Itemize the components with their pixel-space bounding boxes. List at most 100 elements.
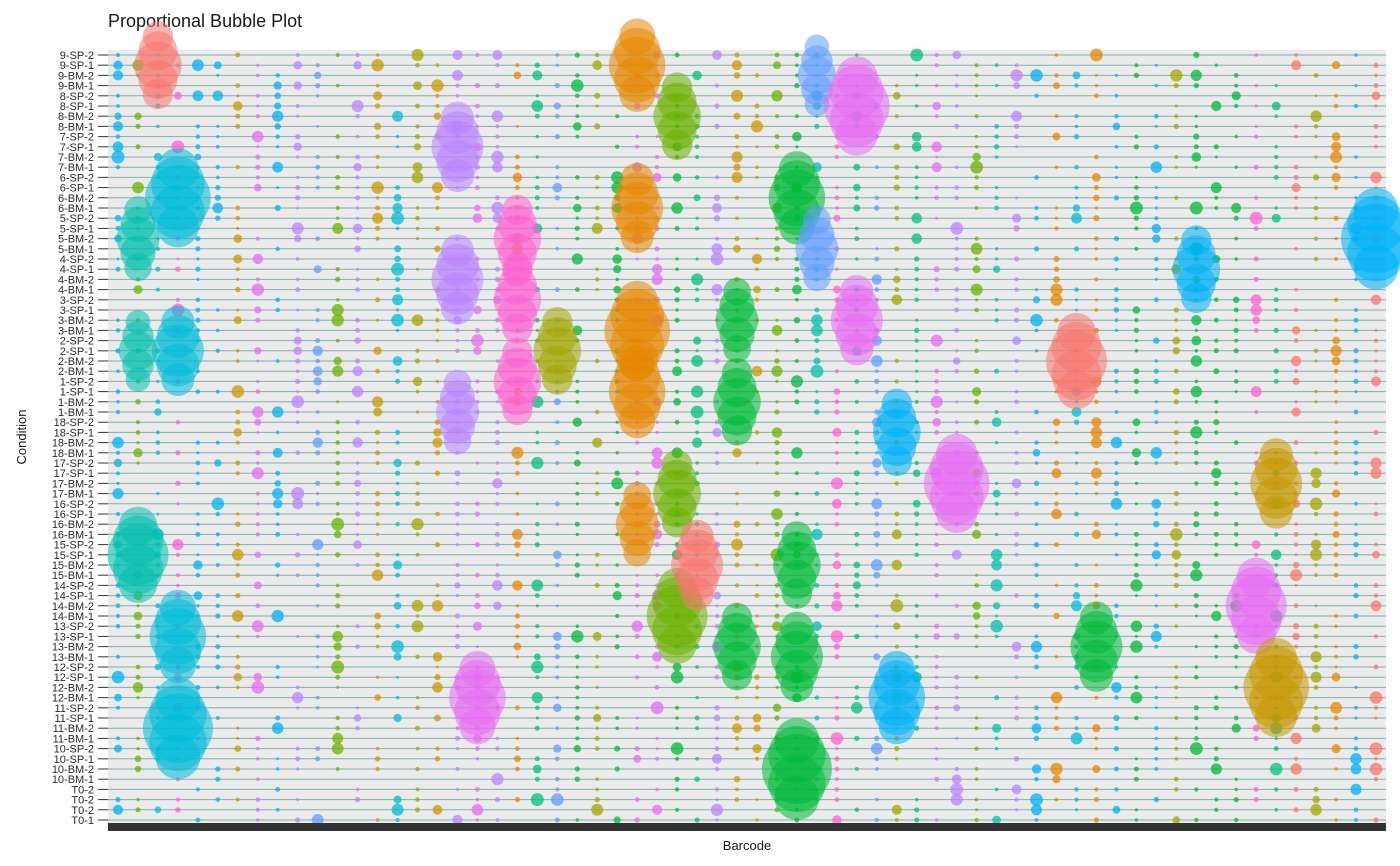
bubble-mark xyxy=(514,613,521,619)
bubble-mark xyxy=(374,756,381,762)
bubble-mark xyxy=(275,562,281,568)
bubble-mark xyxy=(1013,225,1020,232)
bubble-mark xyxy=(915,73,919,77)
bubble-mark xyxy=(1274,736,1278,741)
bubble-mark xyxy=(994,63,999,68)
bubble-mark xyxy=(672,173,682,182)
bubble-mark xyxy=(1174,757,1179,761)
bubble-mark xyxy=(1134,460,1139,466)
bubble-mark xyxy=(495,491,500,496)
bubble-mark xyxy=(1133,766,1139,772)
bubble-mark xyxy=(475,389,480,394)
bubble-mark xyxy=(1374,104,1378,108)
bubble-mark xyxy=(455,633,460,639)
y-tick-label: 7-BM-1 xyxy=(58,162,94,174)
bubble-mark xyxy=(914,655,919,659)
bubble-mark xyxy=(335,205,340,211)
bubble-mark xyxy=(1194,328,1198,332)
bubble-mark xyxy=(471,804,484,816)
bubble-mark xyxy=(1174,328,1179,333)
bubble-mark xyxy=(934,114,939,119)
bubble-mark xyxy=(651,447,663,459)
bubble-mark xyxy=(750,120,764,133)
bubble-mark xyxy=(115,593,121,598)
bubble-mark xyxy=(415,501,420,507)
bubble-mark xyxy=(1173,521,1179,527)
bubble-mark xyxy=(1031,764,1042,774)
bubble-mark xyxy=(1290,732,1302,745)
bubble-mark xyxy=(415,614,420,618)
bubble-mark xyxy=(692,437,703,448)
bubble-mark xyxy=(1173,307,1179,313)
bubble-mark xyxy=(1153,337,1160,344)
bubble-mark xyxy=(1054,114,1059,119)
bubble-mark xyxy=(811,528,823,541)
bubble-mark xyxy=(835,441,839,445)
bubble-mark xyxy=(894,818,899,822)
bubble-mark xyxy=(1234,103,1239,109)
bubble-mark xyxy=(1114,613,1119,619)
bubble-mark xyxy=(1250,386,1262,398)
bubble-mark xyxy=(875,624,879,628)
bubble-mark xyxy=(475,757,480,761)
bubble-mark xyxy=(734,797,740,802)
bubble-mark xyxy=(1214,542,1219,547)
bubble-mark xyxy=(854,195,859,200)
bubble-mark xyxy=(673,286,681,293)
bubble-mark xyxy=(112,488,124,500)
bubble-mark xyxy=(355,532,360,537)
bubble-mark xyxy=(655,420,659,424)
bubble-mark xyxy=(835,695,839,700)
bubble-mark xyxy=(415,787,420,792)
bubble-mark xyxy=(554,562,560,568)
bubble-mark xyxy=(475,572,480,578)
bubble-mark xyxy=(1211,468,1222,479)
bubble-mark xyxy=(294,235,302,243)
bubble-mark xyxy=(193,591,203,600)
bubble-mark xyxy=(1010,69,1023,82)
bubble-mark xyxy=(851,702,863,714)
bubble-mark xyxy=(575,451,580,455)
bubble-mark xyxy=(236,736,240,741)
bubble-mark xyxy=(914,338,919,343)
bubble-mark xyxy=(135,674,141,680)
bubble-mark xyxy=(834,144,840,150)
bubble-mark xyxy=(232,610,244,622)
bubble-mark xyxy=(712,50,722,60)
bubble-mark xyxy=(1134,502,1138,506)
bubble-mark xyxy=(136,747,140,751)
bubble-mark xyxy=(755,695,759,700)
bubble-mark xyxy=(235,52,241,58)
bubble-mark xyxy=(1194,726,1199,730)
bubble-mark xyxy=(1293,756,1299,761)
bubble-mark xyxy=(115,328,121,333)
bubble-mark xyxy=(335,501,340,506)
bubble-mark xyxy=(194,153,202,161)
bubble-mark xyxy=(894,644,899,649)
bubble-mark xyxy=(950,793,963,806)
bubble-mark xyxy=(1057,370,1096,410)
bubble-mark xyxy=(255,807,260,812)
bubble-mark xyxy=(1014,797,1019,802)
bubble-mark xyxy=(375,644,380,649)
bubble-mark xyxy=(256,461,260,465)
bubble-mark xyxy=(236,726,240,730)
bubble-mark xyxy=(731,151,743,163)
bubble-mark xyxy=(955,736,959,740)
bubble-mark xyxy=(771,90,783,102)
bubble-mark xyxy=(874,389,879,394)
bubble-mark xyxy=(455,522,460,526)
bubble-mark xyxy=(535,532,540,537)
bubble-mark xyxy=(834,521,840,527)
bubble-mark xyxy=(1134,552,1139,557)
bubble-mark xyxy=(1073,419,1080,425)
bubble-mark xyxy=(1233,532,1239,537)
bubble-mark xyxy=(235,521,241,527)
bubble-mark xyxy=(1353,358,1359,364)
bubble-mark xyxy=(335,450,340,455)
bubble-mark xyxy=(455,766,460,772)
bubble-mark xyxy=(1034,776,1039,782)
bubble-mark xyxy=(1154,563,1158,567)
bubble-mark xyxy=(871,274,882,285)
bubble-mark xyxy=(1130,620,1143,632)
